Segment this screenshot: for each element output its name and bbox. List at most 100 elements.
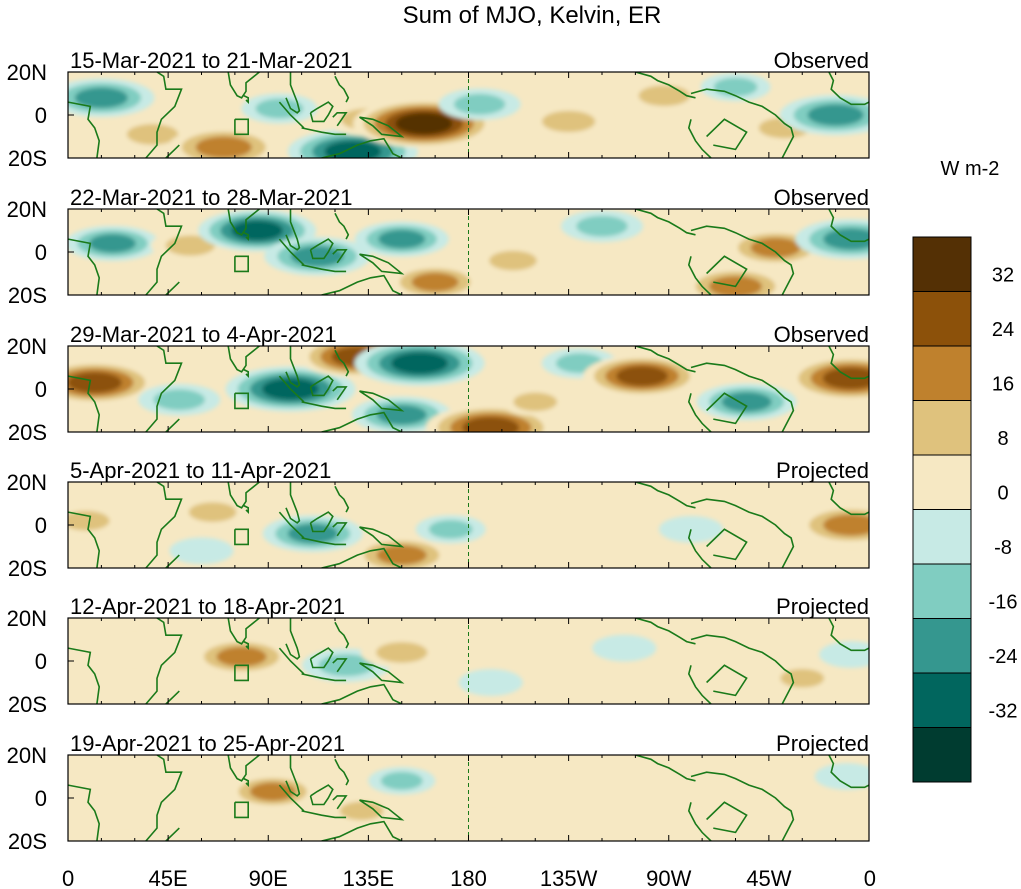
coastline bbox=[321, 137, 403, 158]
coastline bbox=[690, 225, 795, 295]
panel-6: 19-Apr-2021 to 25-Apr-2021 Projected 20N 0 2… bbox=[7, 731, 870, 854]
coastline bbox=[690, 362, 795, 432]
anomaly-contour bbox=[489, 250, 537, 271]
panel-field bbox=[68, 755, 869, 841]
anomaly-contour bbox=[324, 140, 382, 158]
anomaly-contour bbox=[74, 87, 128, 109]
coastline bbox=[334, 212, 350, 240]
colorbar-swatch bbox=[912, 400, 972, 456]
panel-period-label: 29-Mar-2021 to 4-Apr-2021 bbox=[70, 322, 337, 347]
coastline bbox=[145, 482, 183, 568]
coastline bbox=[332, 249, 348, 264]
coastline bbox=[278, 101, 305, 129]
coastline bbox=[309, 511, 334, 533]
coastline bbox=[301, 537, 347, 546]
colorbar-tick-label: -32 bbox=[989, 701, 1018, 723]
anomaly-contour bbox=[458, 669, 523, 696]
chart-title: Sum of MJO, Kelvin, ER bbox=[403, 2, 662, 29]
anomaly-contour bbox=[428, 520, 473, 539]
coastlines bbox=[68, 755, 869, 841]
panel-field bbox=[68, 346, 869, 432]
panel-status-label: Projected bbox=[776, 458, 869, 483]
coastline bbox=[243, 640, 249, 650]
anomaly-blobs bbox=[102, 634, 869, 696]
coastline bbox=[332, 112, 348, 127]
colorbar-swatch bbox=[912, 454, 972, 510]
x-tick-label: 45E bbox=[149, 866, 188, 889]
coastline bbox=[635, 482, 696, 509]
coastline bbox=[332, 658, 348, 673]
coastline bbox=[227, 755, 260, 782]
coastlines bbox=[68, 482, 869, 568]
y-tick-label: 0 bbox=[35, 786, 47, 811]
coastline bbox=[278, 511, 305, 539]
anomaly-contour bbox=[231, 220, 283, 241]
x-tick-label: 90E bbox=[249, 866, 288, 889]
coastline bbox=[687, 393, 712, 432]
x-tick-label: 45W bbox=[746, 866, 791, 889]
panel-field bbox=[68, 482, 869, 568]
coastline bbox=[359, 390, 405, 412]
coastline bbox=[227, 209, 260, 236]
coastline bbox=[165, 144, 180, 158]
anomaly-contour bbox=[395, 112, 453, 135]
anomaly-contour bbox=[91, 797, 156, 825]
coastline bbox=[234, 118, 249, 136]
anomaly-contour bbox=[462, 416, 520, 432]
coastlines bbox=[68, 72, 869, 158]
coastline bbox=[301, 401, 347, 410]
anomaly-contour bbox=[169, 537, 234, 565]
panel-5: 12-Apr-2021 to 18-Apr-2021 Projected 20N 0 2… bbox=[7, 594, 870, 717]
anomaly-contour bbox=[823, 514, 869, 536]
colorbar-tick-label: 32 bbox=[992, 265, 1014, 287]
coastline bbox=[321, 411, 403, 432]
anomaly-contour bbox=[807, 104, 864, 126]
coastline bbox=[332, 795, 348, 810]
panel-period-label: 5-Apr-2021 to 11-Apr-2021 bbox=[70, 458, 331, 483]
coastline bbox=[285, 346, 301, 388]
coastline bbox=[285, 618, 301, 660]
coastline bbox=[334, 621, 350, 649]
colorbar-swatch bbox=[912, 618, 972, 674]
colorbar-tick-label: 8 bbox=[997, 428, 1008, 450]
coastline bbox=[828, 618, 869, 652]
x-tick-label: 135W bbox=[540, 866, 598, 889]
panel-2: 22-Mar-2021 to 28-Mar-2021 Observed 20N 0 20… bbox=[7, 185, 870, 308]
coastline bbox=[706, 528, 748, 561]
anomaly-contour bbox=[255, 98, 304, 119]
coastline bbox=[828, 755, 869, 789]
y-tick-label: 20N bbox=[7, 470, 47, 495]
anomaly-contour bbox=[576, 215, 628, 237]
coastline bbox=[243, 94, 249, 104]
coastline bbox=[285, 755, 301, 797]
anomaly-contour bbox=[290, 246, 344, 267]
y-tick-label: 20S bbox=[8, 556, 47, 581]
y-tick-label: 20N bbox=[7, 606, 47, 631]
coastline bbox=[243, 368, 249, 379]
coastline bbox=[828, 482, 869, 516]
coastline bbox=[690, 771, 795, 841]
coastline bbox=[165, 281, 180, 295]
coastline bbox=[68, 238, 101, 295]
coastline bbox=[309, 647, 334, 669]
coastline bbox=[321, 683, 403, 704]
coastline bbox=[706, 664, 748, 697]
coastline bbox=[334, 485, 350, 513]
y-tick-label: 0 bbox=[35, 377, 47, 402]
anomaly-blobs bbox=[68, 346, 869, 432]
panel-status-label: Projected bbox=[776, 731, 869, 756]
coastline bbox=[690, 498, 795, 568]
anomaly-contour bbox=[454, 93, 506, 115]
anomaly-contour bbox=[378, 229, 426, 249]
coastline bbox=[706, 801, 748, 834]
y-tick-label: 0 bbox=[35, 513, 47, 538]
anomaly-contour bbox=[391, 352, 448, 374]
colorbar-tick-label: 16 bbox=[992, 374, 1014, 396]
coastline bbox=[285, 482, 301, 524]
anomaly-contour bbox=[376, 545, 427, 565]
coastline bbox=[145, 72, 183, 158]
anomaly-contour bbox=[165, 235, 216, 256]
coastline bbox=[321, 547, 403, 568]
coastline bbox=[321, 274, 403, 295]
anomaly-contour bbox=[411, 272, 459, 292]
